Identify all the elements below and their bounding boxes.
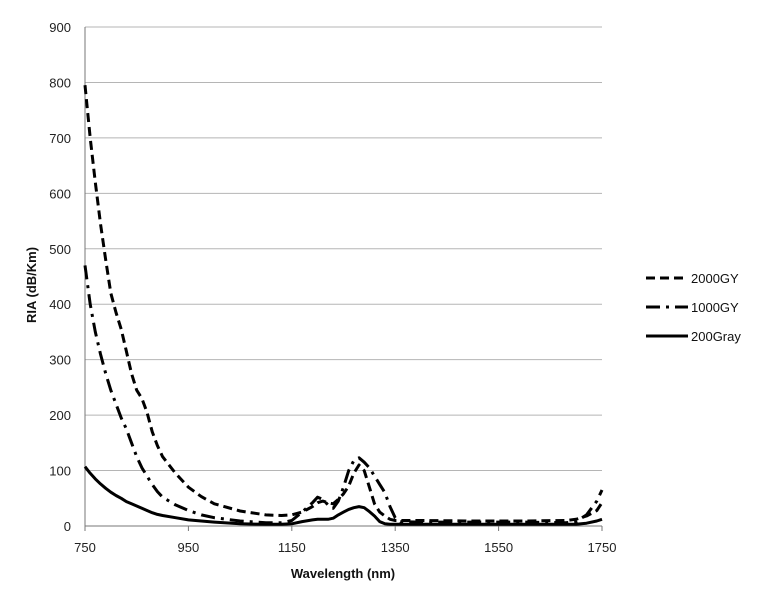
legend-label: 1000GY (691, 300, 739, 315)
y-tick-labels: 0 100 200 300 400 500 600 700 800 900 (49, 20, 71, 534)
y-axis-title: RIA (dB/Km) (24, 247, 39, 323)
x-axis-title: Wavelength (nm) (291, 566, 395, 581)
legend-label: 200Gray (691, 329, 741, 344)
y-tick-label: 200 (49, 408, 71, 423)
y-tick-label: 100 (49, 464, 71, 479)
legend-label: 2000GY (691, 271, 739, 286)
x-tick-labels: 750 950 1150 1350 1550 1750 (74, 540, 616, 555)
gridlines (85, 26, 602, 527)
y-tick-label: 900 (49, 20, 71, 35)
x-tick-label: 1150 (278, 540, 306, 555)
series-lines (83, 85, 604, 526)
x-tick-label: 750 (74, 540, 96, 555)
y-tick-label: 300 (49, 353, 71, 368)
x-tick-label: 1350 (381, 540, 410, 555)
y-tick-label: 400 (49, 297, 71, 312)
series-line-2000gy (83, 85, 604, 523)
x-tick-label: 1550 (484, 540, 513, 555)
y-tick-label: 500 (49, 242, 71, 257)
y-tick-label: 800 (49, 75, 71, 90)
y-tick-label: 700 (49, 131, 71, 146)
x-tick-label: 1750 (588, 540, 617, 555)
y-tick-label: 0 (64, 519, 71, 534)
series-line-1000gy (83, 265, 604, 525)
legend: 2000GY 1000GY 200Gray (646, 271, 741, 344)
y-tick-label: 600 (49, 186, 71, 201)
series-line-200gray (83, 465, 603, 526)
x-tick-label: 950 (178, 540, 200, 555)
